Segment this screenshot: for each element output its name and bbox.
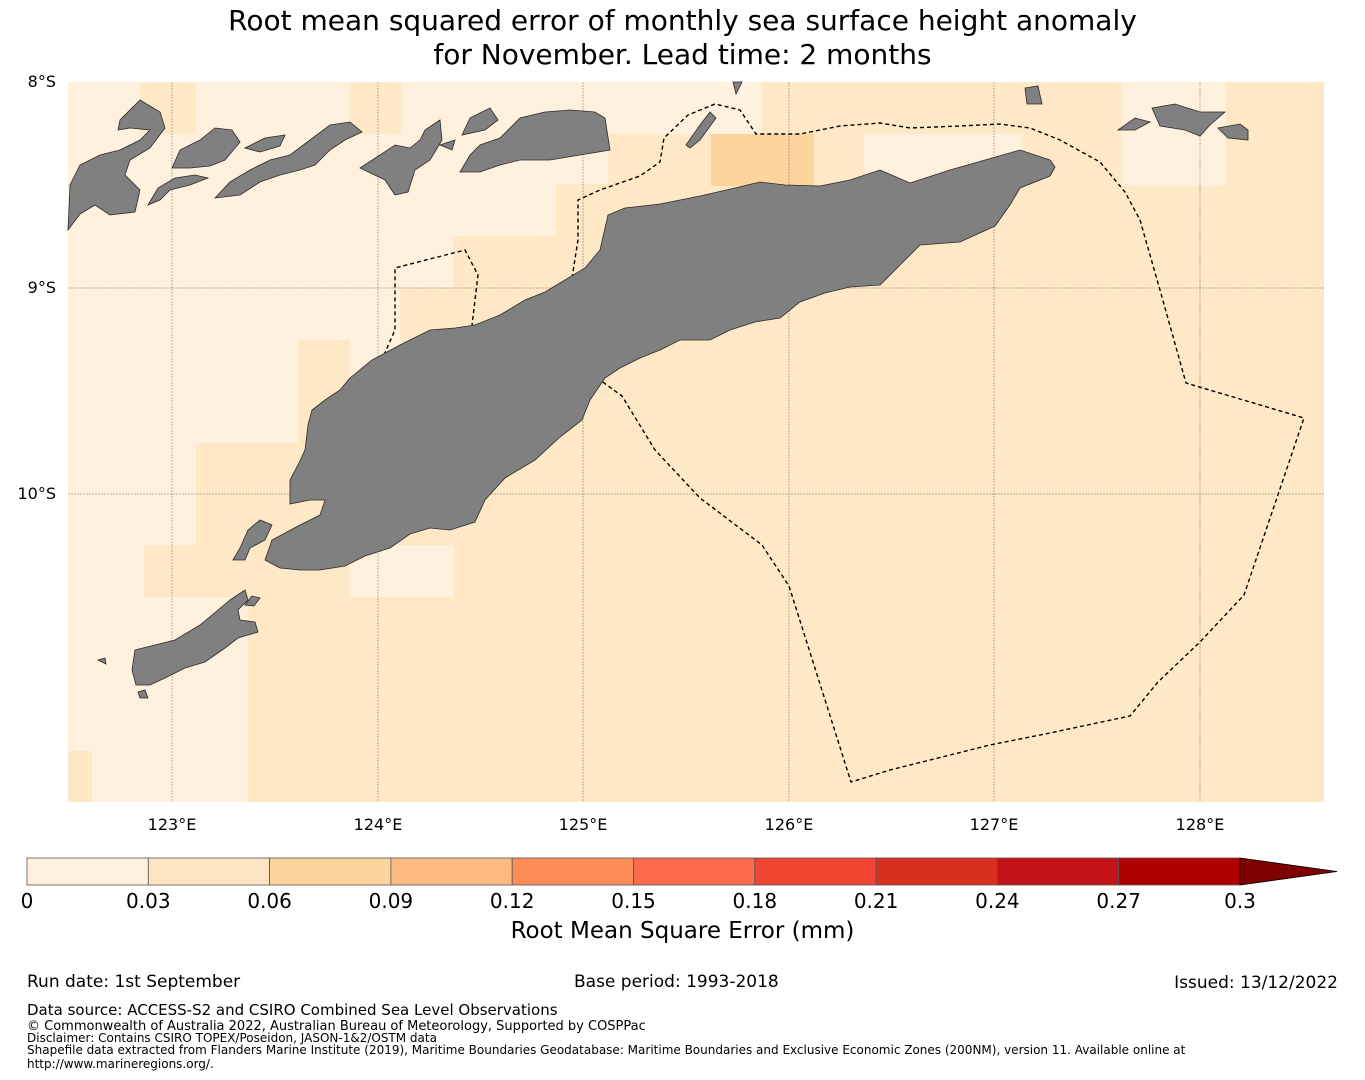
lat-label-9s: 9°S <box>27 278 56 297</box>
island-north-11 <box>732 81 743 96</box>
colorbar-segment <box>754 857 877 886</box>
colorbar-tick-label: 0.03 <box>126 889 171 913</box>
island-north-4 <box>213 121 363 199</box>
data-source: Data source: ACCESS-S2 and CSIRO Combine… <box>27 1001 558 1019</box>
colorbar-segment <box>511 857 634 886</box>
higher-error-cell <box>711 134 814 186</box>
island-north-12 <box>438 139 456 151</box>
colorbar-segment <box>390 857 513 886</box>
colorbar-segment <box>875 857 998 886</box>
island-east-3 <box>1217 123 1249 141</box>
lon-label-124e: 124°E <box>353 815 403 834</box>
colorbar-tick-label: 0.09 <box>368 889 414 913</box>
lon-label-125e: 125°E <box>558 815 608 834</box>
colorbar-segment <box>1118 857 1241 886</box>
island-north-8 <box>461 107 499 136</box>
island-north-10 <box>1024 85 1043 105</box>
island-east-1 <box>1151 103 1227 137</box>
colorbar-segment <box>997 857 1120 886</box>
colorbar-label: Root Mean Square Error (mm) <box>510 918 855 944</box>
colorbar-tick-label: 0.15 <box>611 889 656 913</box>
island-north-2 <box>171 127 241 169</box>
low-error-cells <box>68 82 1226 802</box>
colorbar-tick-label: 0.27 <box>1096 889 1141 913</box>
island-north-6 <box>359 119 443 196</box>
colorbar-tick-label: 0.06 <box>247 889 292 913</box>
copyright-notice: © Commonwealth of Australia 2022, Austra… <box>27 1019 646 1034</box>
island-north-7 <box>459 109 611 173</box>
marineregions-url: http://www.marineregions.org/. <box>27 1057 214 1071</box>
island-north-1 <box>67 99 166 232</box>
colorbar-segment <box>633 857 756 886</box>
lat-label-8s: 8°S <box>27 72 56 91</box>
colorbar-tick-label: 0.3 <box>1224 889 1256 913</box>
land <box>67 81 1249 699</box>
colorbar-tick-label: 0 <box>20 889 34 913</box>
island-north-5 <box>243 134 286 153</box>
colorbar-tick-label: 0.21 <box>853 889 899 913</box>
island-southwest-2 <box>232 519 273 561</box>
timor-island <box>264 149 1056 571</box>
colorbar <box>26 857 1338 886</box>
colorbar-tick-label: 0.24 <box>975 889 1020 913</box>
colorbar-segment <box>269 857 392 886</box>
map-title-line-1: Root mean squared error of monthly sea s… <box>228 4 1137 37</box>
shapefile-credit: Shapefile data extracted from Flanders M… <box>27 1043 1186 1057</box>
island-southwest-3 <box>244 595 261 607</box>
colorbar-tick-label: 0.18 <box>732 889 778 913</box>
base-period: Base period: 1993-2018 <box>574 972 779 992</box>
colorbar-segment <box>26 857 149 886</box>
rmse-map <box>67 81 1324 802</box>
island-southwest-4 <box>96 657 107 665</box>
island-north-9 <box>685 111 717 149</box>
colorbar-tick-label: 0.12 <box>489 889 535 913</box>
island-southwest-5 <box>137 689 149 699</box>
lon-label-126e: 126°E <box>764 815 814 834</box>
lon-label-127e: 127°E <box>969 815 1019 834</box>
colorbar-segment <box>147 857 271 886</box>
lon-label-128e: 128°E <box>1175 815 1225 834</box>
lon-label-123e: 123°E <box>147 815 197 834</box>
map-title-line-2: for November. Lead time: 2 months <box>433 38 932 71</box>
maritime-boundary <box>383 103 1305 783</box>
run-date: Run date: 1st September <box>27 972 241 992</box>
island-east-2 <box>1116 117 1152 131</box>
disclaimer: Disclaimer: Contains CSIRO TOPEX/Poseido… <box>27 1031 437 1045</box>
island-southwest-1 <box>131 589 259 686</box>
island-north-3 <box>147 174 210 206</box>
issued-date: Issued: 13/12/2022 <box>1174 973 1338 993</box>
lat-label-10s: 10°S <box>17 484 56 503</box>
colorbar-extend-arrow <box>1239 857 1338 886</box>
